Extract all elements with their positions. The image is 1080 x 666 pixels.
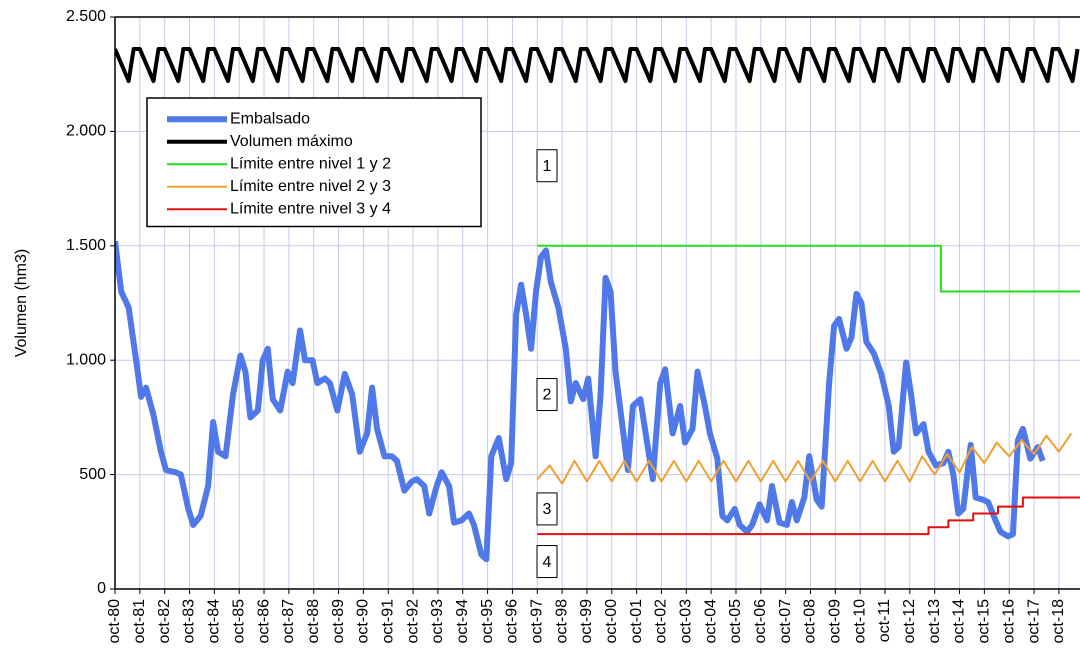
y-tick-label: 2.500 xyxy=(66,8,106,25)
x-tick-label: oct-18 xyxy=(1050,599,1067,644)
x-tick-label: oct-84 xyxy=(206,599,223,644)
legend: Embalsado Volumen máximo Límite entre nive… xyxy=(146,97,482,228)
y-axis-label: Volumen (hm3) xyxy=(13,249,30,358)
x-tick-label: oct-01 xyxy=(628,599,645,644)
x-tick-label: oct-13 xyxy=(926,599,943,644)
x-tick-label: oct-96 xyxy=(504,599,521,644)
x-tick-label: oct-09 xyxy=(827,599,844,644)
x-tick-label: oct-98 xyxy=(553,599,570,644)
x-tick-label: oct-12 xyxy=(901,599,918,644)
y-tick-label: 1.000 xyxy=(66,351,106,368)
x-tick-label: oct-83 xyxy=(181,599,198,644)
x-tick-label: oct-17 xyxy=(1025,599,1042,644)
level-box-frame xyxy=(536,149,558,183)
level-box: 1 xyxy=(536,149,558,183)
plot-area xyxy=(115,47,1080,563)
x-tick-label: oct-82 xyxy=(156,599,173,644)
x-tick-label: oct-91 xyxy=(379,599,396,644)
level-box: 4 xyxy=(536,545,558,579)
x-tick-label: oct-08 xyxy=(802,599,819,644)
x-tick-label: oct-16 xyxy=(1000,599,1017,644)
x-tick-label: oct-85 xyxy=(230,599,247,644)
series-line xyxy=(537,244,1080,293)
x-tick-label: oct-80 xyxy=(106,599,123,644)
x-tick-label: oct-93 xyxy=(429,599,446,644)
series-line xyxy=(115,240,1046,563)
x-tick-label: oct-02 xyxy=(653,599,670,644)
x-tick-label: oct-81 xyxy=(131,599,148,644)
x-tick-label: oct-95 xyxy=(479,599,496,644)
level-box: 3 xyxy=(536,492,558,526)
series-line xyxy=(115,47,1080,84)
x-tick-label: oct-04 xyxy=(702,599,719,644)
x-tick-label: oct-00 xyxy=(603,599,620,644)
level-label: 1 xyxy=(543,158,552,175)
level-box: 2 xyxy=(536,378,558,412)
x-tick-label: oct-90 xyxy=(355,599,372,644)
series-line xyxy=(536,432,1073,485)
x-tick-label: oct-05 xyxy=(727,599,744,644)
y-tick-label: 0 xyxy=(97,580,106,597)
x-tick-label: oct-92 xyxy=(404,599,421,644)
level-box-frame xyxy=(536,492,558,526)
level-box-frame xyxy=(536,378,558,412)
x-tick-label: oct-97 xyxy=(528,599,545,644)
level-label: 4 xyxy=(543,554,552,571)
x-tick-label: oct-87 xyxy=(280,599,297,644)
x-tick-label: oct-14 xyxy=(951,599,968,644)
y-tick-label: 500 xyxy=(79,466,106,483)
series-line xyxy=(537,496,1080,536)
legend-label: Límite entre nivel 3 y 4 xyxy=(230,200,391,217)
x-tick-label: oct-06 xyxy=(752,599,769,644)
legend-label: Volumen máximo xyxy=(230,133,353,150)
level-box-frame xyxy=(536,545,558,579)
x-tick-label: oct-10 xyxy=(851,599,868,644)
level-label: 2 xyxy=(543,387,552,404)
x-tick-label: oct-07 xyxy=(777,599,794,644)
legend-label: Límite entre nivel 1 y 2 xyxy=(230,155,391,172)
x-tick-label: oct-03 xyxy=(678,599,695,644)
x-tick-label: oct-88 xyxy=(305,599,322,644)
y-tick-label: 2.000 xyxy=(66,123,106,140)
x-tick-label: oct-11 xyxy=(876,599,893,642)
axes: 0 500 1.000 1.500 2.000 2.500 oct-80 oct-81 oct-… xyxy=(66,8,1080,643)
legend-label: Límite entre nivel 2 y 3 xyxy=(230,178,391,195)
legend-label: Embalsado xyxy=(230,110,310,127)
x-tick-label: oct-94 xyxy=(454,599,471,644)
x-tick-label: oct-89 xyxy=(330,599,347,644)
level-label: 3 xyxy=(543,501,552,518)
x-tick-label: oct-15 xyxy=(976,599,993,644)
y-tick-label: 1.500 xyxy=(66,237,106,254)
x-tick-label: oct-99 xyxy=(578,599,595,644)
x-tick-label: oct-86 xyxy=(255,599,272,644)
